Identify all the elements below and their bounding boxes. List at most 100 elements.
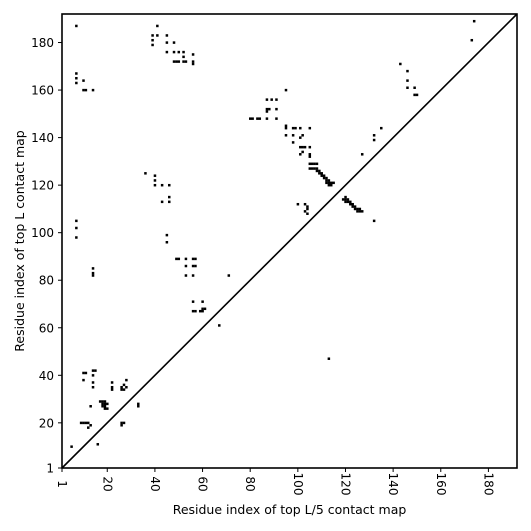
contact-point [265, 110, 269, 113]
contact-point [120, 424, 123, 427]
contact-point [165, 233, 169, 237]
contact-point [360, 210, 364, 213]
contact-point [82, 378, 85, 382]
contact-point [330, 183, 333, 187]
contact-point [308, 155, 312, 158]
contact-point [110, 385, 114, 389]
contact-point [75, 226, 78, 230]
contact-point [413, 93, 416, 97]
y-tick-label: 120 [31, 179, 54, 193]
contact-point [125, 385, 128, 389]
y-tick-label: 100 [31, 226, 54, 240]
contact-point [327, 181, 331, 185]
contact-point [137, 405, 140, 408]
contact-point [172, 41, 176, 44]
y-tick-label: 160 [31, 84, 54, 98]
contact-point [103, 407, 107, 410]
contact-point [327, 357, 331, 360]
contact-point [177, 257, 181, 261]
contact-point [275, 107, 278, 111]
contact-point [349, 202, 352, 206]
contact-point [103, 402, 107, 406]
contact-point [406, 86, 409, 89]
contact-point [91, 88, 95, 92]
contact-point [203, 307, 207, 311]
contact-point [106, 402, 109, 406]
contact-point [89, 424, 92, 427]
contact-point [87, 421, 90, 425]
x-tick-label: 60 [196, 476, 210, 491]
contact-point [144, 172, 147, 175]
contact-point [351, 202, 354, 206]
contact-point [101, 402, 104, 406]
contact-point [160, 183, 164, 187]
contact-point [415, 93, 419, 97]
contact-point [182, 60, 185, 63]
contact-point [156, 24, 159, 28]
contact-point [177, 50, 181, 54]
contact-point [82, 421, 85, 425]
x-tick-label: 1 [55, 480, 69, 488]
contact-point [313, 162, 316, 166]
contact-point [137, 402, 140, 406]
contact-point [356, 210, 359, 213]
contact-point [182, 50, 185, 54]
contact-point [101, 400, 104, 403]
contact-point [301, 145, 304, 149]
contact-point [249, 117, 252, 120]
contact-point [284, 126, 288, 130]
contact-point [153, 174, 157, 177]
contact-point [325, 179, 328, 182]
contact-point [91, 267, 95, 270]
contact-point [258, 117, 262, 120]
contact-point [84, 88, 88, 92]
contact-point [91, 369, 95, 372]
contact-point [265, 107, 269, 111]
contact-point [201, 300, 204, 303]
contact-point [110, 388, 114, 391]
contact-point [75, 219, 78, 223]
x-tick-label: 20 [100, 476, 114, 491]
x-tick-label: 160 [434, 473, 448, 496]
contact-point [168, 200, 171, 204]
contact-point [165, 34, 169, 37]
contact-point [291, 126, 295, 130]
contact-point [82, 371, 85, 375]
contact-point [303, 145, 307, 149]
y-tick-label: 60 [39, 321, 54, 335]
contact-point [315, 162, 319, 166]
contact-point [96, 443, 100, 446]
contact-point [349, 200, 352, 204]
y-tick-label: 20 [39, 416, 54, 430]
contact-point [330, 181, 333, 185]
contact-point [75, 24, 78, 28]
contact-point [294, 126, 297, 130]
contact-point [160, 200, 164, 204]
contact-point [91, 385, 95, 389]
contact-point [351, 205, 354, 208]
contact-point [256, 117, 259, 120]
plot-frame [61, 13, 518, 469]
contact-point [327, 179, 331, 182]
contact-point [75, 81, 78, 85]
contact-point [182, 55, 185, 59]
diagonal-line [61, 13, 518, 469]
contact-point [165, 50, 169, 54]
contact-point [106, 407, 109, 410]
contact-point [168, 183, 171, 187]
contact-point [70, 445, 73, 448]
contact-point [120, 388, 123, 391]
contact-point [191, 257, 195, 261]
contact-point [184, 264, 188, 268]
contact-point [353, 205, 357, 208]
contact-point [318, 169, 321, 173]
contact-point [313, 167, 316, 170]
contact-point [413, 86, 416, 89]
contact-point [165, 241, 169, 244]
contact-point [275, 98, 278, 101]
y-axis-label: Residue index of top L contact map [12, 130, 27, 351]
y-tick-label: 180 [31, 36, 54, 50]
contact-point [296, 202, 300, 206]
contact-point [341, 198, 345, 201]
